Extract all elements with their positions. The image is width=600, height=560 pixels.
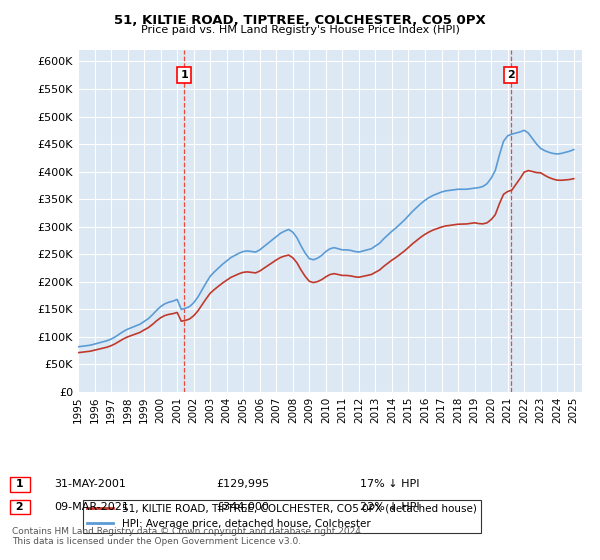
Text: 31-MAY-2001: 31-MAY-2001 [54,479,126,489]
Text: 2: 2 [12,502,28,512]
Text: 1: 1 [12,479,28,489]
Text: 09-MAR-2021: 09-MAR-2021 [54,502,129,512]
Text: 2: 2 [507,70,515,80]
Text: Price paid vs. HM Land Registry's House Price Index (HPI): Price paid vs. HM Land Registry's House … [140,25,460,35]
Text: £129,995: £129,995 [216,479,269,489]
Text: £344,000: £344,000 [216,502,269,512]
Text: Contains HM Land Registry data © Crown copyright and database right 2024.
This d: Contains HM Land Registry data © Crown c… [12,526,364,546]
Text: 17% ↓ HPI: 17% ↓ HPI [360,479,419,489]
Text: 1: 1 [180,70,188,80]
Legend: 51, KILTIE ROAD, TIPTREE, COLCHESTER, CO5 0PX (detached house), HPI: Average pri: 51, KILTIE ROAD, TIPTREE, COLCHESTER, CO… [83,500,481,533]
Text: 51, KILTIE ROAD, TIPTREE, COLCHESTER, CO5 0PX: 51, KILTIE ROAD, TIPTREE, COLCHESTER, CO… [114,14,486,27]
Text: 22% ↓ HPI: 22% ↓ HPI [360,502,419,512]
